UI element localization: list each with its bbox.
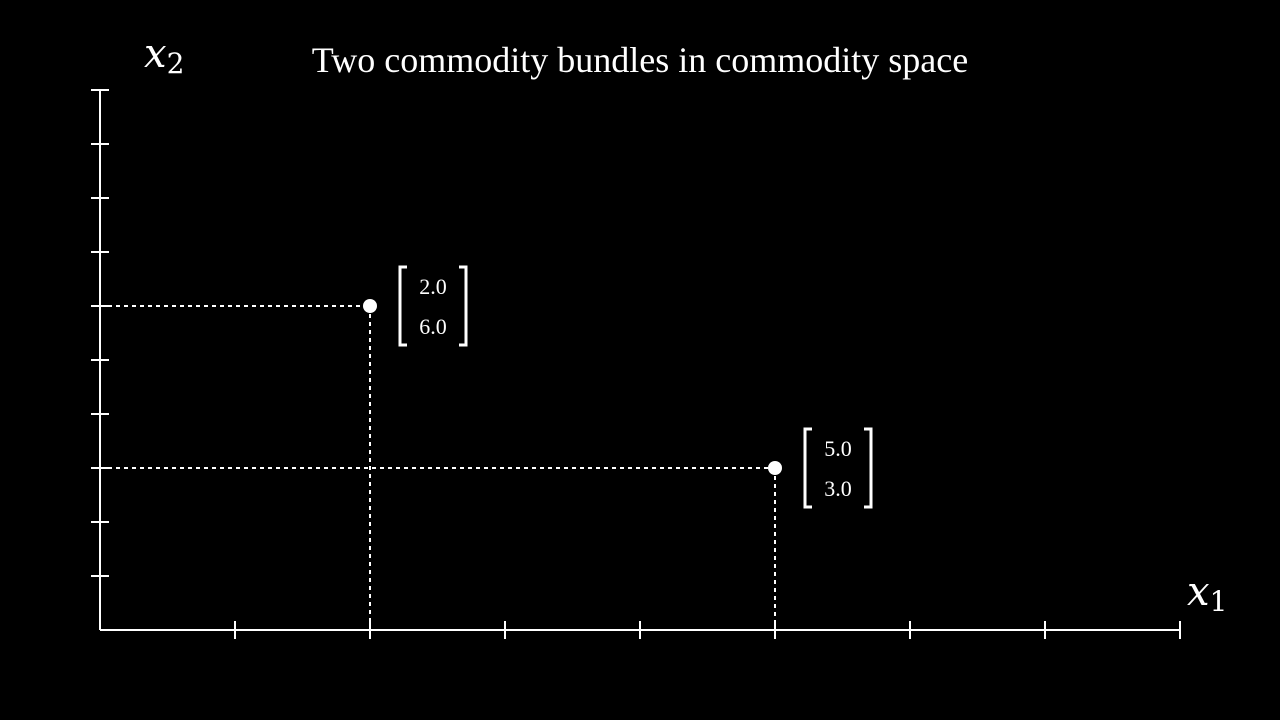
left-bracket-2 [803, 427, 812, 509]
x-axis-label-subscript: 1 [1210, 585, 1228, 618]
data-points: 2.0 6.0 5.0 3.0 [363, 265, 873, 509]
x-axis-label-base: x [1187, 569, 1210, 615]
y-axis-label: x2 [144, 31, 184, 80]
chart-title: Two commodity bundles in commodity space [312, 40, 968, 80]
bundle-2-component-2: 3.0 [824, 476, 852, 501]
bundle-vector-label-1: 2.0 6.0 [398, 265, 468, 347]
x-axis-label: x1 [1187, 569, 1227, 618]
bundle-2-component-1: 5.0 [824, 436, 852, 461]
bundle-1-component-1: 2.0 [419, 274, 447, 299]
bundle-point-2 [768, 461, 782, 475]
bundle-1-component-2: 6.0 [419, 314, 447, 339]
projection-lines [100, 305, 776, 630]
left-bracket-1 [398, 265, 407, 347]
right-bracket-1 [459, 265, 468, 347]
axes [91, 89, 1181, 639]
bundle-point-1 [363, 299, 377, 313]
y-axis-label-subscript: 2 [167, 47, 185, 80]
y-axis-label-base: x [144, 31, 167, 77]
right-bracket-2 [864, 427, 873, 509]
bundle-vector-label-2: 5.0 3.0 [803, 427, 873, 509]
